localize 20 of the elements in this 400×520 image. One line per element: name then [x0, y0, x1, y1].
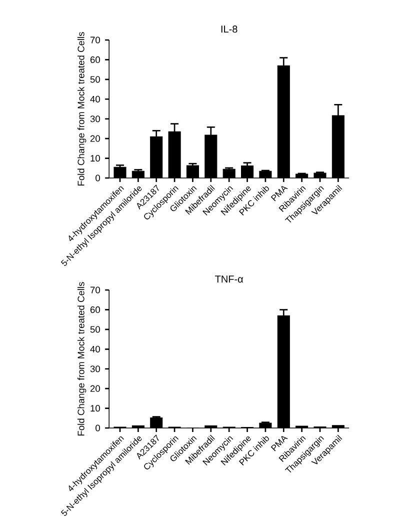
y-tick-label: 60 [90, 306, 100, 314]
y-tick-label: 40 [90, 346, 100, 352]
y-tick-label: 70 [90, 286, 100, 294]
y-tick-label: 20 [90, 385, 100, 392]
y-tick-label: 50 [90, 326, 100, 333]
y-tick-label: 10 [90, 154, 100, 162]
y-axis-title: Fold Change from Mock treated Cells [77, 32, 86, 186]
chart-title: IL-8 [221, 26, 238, 33]
y-tick-label: 70 [90, 36, 100, 44]
y-tick-label: 30 [90, 116, 100, 122]
y-tick-label: 30 [90, 366, 100, 372]
y-tick-label: 20 [90, 135, 100, 142]
y-tick-label: 10 [90, 404, 100, 412]
y-axis-title: Fold Change from Mock treated Cells [77, 282, 86, 436]
chart-title: TNF-α [215, 276, 244, 283]
y-tick-label: 50 [90, 76, 100, 83]
y-tick-label: 40 [90, 96, 100, 102]
y-tick-label: 0 [96, 174, 100, 182]
y-tick-label: 0 [96, 424, 100, 432]
y-tick-label: 60 [90, 56, 100, 64]
